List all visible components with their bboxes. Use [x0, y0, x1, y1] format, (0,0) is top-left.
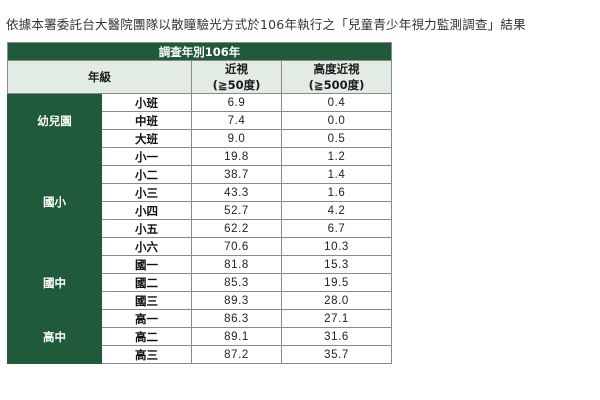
high-myopia-value: 1.4: [281, 165, 392, 184]
grade-cell: 小四: [101, 201, 192, 220]
high-myopia-value: 15.3: [281, 255, 392, 274]
myopia-value: 70.6: [191, 237, 282, 256]
header-myopia-unit: (≧50度): [212, 78, 261, 92]
myopia-value: 89.1: [191, 327, 282, 346]
grade-cell: 高三: [101, 345, 192, 364]
table-row: 小四 52.7 4.2: [8, 201, 392, 220]
table-row: 國三 89.3 28.0: [8, 291, 392, 310]
myopia-value: 52.7: [191, 201, 282, 220]
table-row: 幼兒園 小班 6.9 0.4: [7, 93, 392, 148]
table-row: 大班 9.0 0.5: [8, 129, 392, 148]
table-row: 小三 43.3 1.6: [8, 183, 392, 202]
grade-cell: 小三: [101, 183, 192, 202]
table-row: 高中 高一 86.3 27.1: [7, 309, 392, 364]
myopia-value: 7.4: [191, 111, 282, 130]
grade-cell: 小二: [101, 165, 192, 184]
table-row: 國二 85.3 19.5: [8, 273, 392, 292]
myopia-value: 89.3: [191, 291, 282, 310]
grade-cell: 小五: [101, 219, 192, 238]
header-grade: 年級: [7, 60, 192, 94]
myopia-survey-table: 調查年別106年 年級 近視 (≧50度) 高度近視 (≧500度) 幼兒園 小班…: [7, 42, 392, 364]
myopia-value: 38.7: [191, 165, 282, 184]
myopia-value: 81.8: [191, 255, 282, 274]
myopia-value: 6.9: [191, 93, 282, 112]
high-myopia-value: 31.6: [281, 327, 392, 346]
high-myopia-value: 19.5: [281, 273, 392, 292]
grade-cell: 高二: [101, 327, 192, 346]
grade-cell: 中班: [101, 111, 192, 130]
header-high-label: 高度近視: [313, 62, 360, 76]
table-body: 幼兒園 小班 6.9 0.4 中班 7.4 0.0 大班 9.0 0.5 國小 小一 19.8 1.2 小二…: [7, 93, 392, 364]
myopia-value: 86.3: [191, 309, 282, 328]
grade-cell: 國三: [101, 291, 192, 310]
high-myopia-value: 27.1: [281, 309, 392, 328]
group-label: 國小: [7, 147, 102, 256]
intro-text: 依據本署委託台大醫院團隊以散瞳驗光方式於106年執行之「兒童青少年視力監測調查」…: [6, 17, 526, 32]
table-row: 高三 87.2 35.7: [8, 345, 392, 364]
high-myopia-value: 0.4: [281, 93, 392, 112]
high-myopia-value: 10.3: [281, 237, 392, 256]
high-myopia-value: 4.2: [281, 201, 392, 220]
myopia-value: 62.2: [191, 219, 282, 238]
header-high-myopia: 高度近視 (≧500度): [281, 60, 392, 94]
high-myopia-value: 0.5: [281, 129, 392, 148]
grade-cell: 國二: [101, 273, 192, 292]
myopia-value: 85.3: [191, 273, 282, 292]
header-high-unit: (≧500度): [308, 78, 365, 92]
group-label: 國中: [7, 255, 102, 310]
myopia-value: 87.2: [191, 345, 282, 364]
myopia-value: 9.0: [191, 129, 282, 148]
grade-cell: 小一: [101, 147, 192, 166]
grade-cell: 小班: [101, 93, 192, 112]
grade-cell: 大班: [101, 129, 192, 148]
grade-cell: 高一: [101, 309, 192, 328]
high-myopia-value: 6.7: [281, 219, 392, 238]
table-title: 調查年別106年: [7, 42, 392, 61]
grade-cell: 國一: [101, 255, 192, 274]
table-row: 國中 國一 81.8 15.3: [7, 255, 392, 310]
table-row: 小六 70.6 10.3: [8, 237, 392, 256]
table-row: 小五 62.2 6.7: [8, 219, 392, 238]
myopia-value: 43.3: [191, 183, 282, 202]
group-label: 高中: [7, 309, 102, 364]
grade-cell: 小六: [101, 237, 192, 256]
high-myopia-value: 1.6: [281, 183, 392, 202]
table-row: 國小 小一 19.8 1.2: [7, 147, 392, 256]
myopia-value: 19.8: [191, 147, 282, 166]
high-myopia-value: 1.2: [281, 147, 392, 166]
group-label: 幼兒園: [7, 93, 102, 148]
high-myopia-value: 0.0: [281, 111, 392, 130]
high-myopia-value: 28.0: [281, 291, 392, 310]
header-myopia: 近視 (≧50度): [191, 60, 282, 94]
header-myopia-label: 近視: [225, 62, 248, 76]
high-myopia-value: 35.7: [281, 345, 392, 364]
